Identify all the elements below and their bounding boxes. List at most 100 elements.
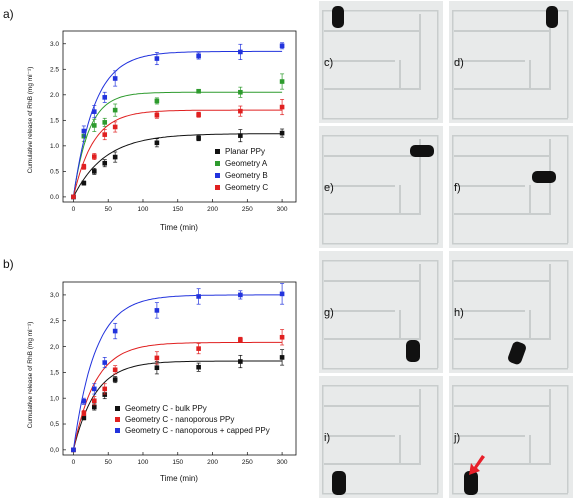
photo-panel-c: c)	[319, 1, 443, 123]
maze-wall	[454, 60, 525, 62]
x-tick-label-a: 150	[172, 206, 183, 213]
legend-label: Geometry B	[225, 171, 268, 180]
maze-wall	[324, 435, 395, 437]
maze-wall	[454, 213, 550, 215]
data-point	[196, 88, 201, 94]
data-point	[196, 135, 201, 141]
data-point	[279, 104, 285, 110]
data-point	[279, 43, 285, 49]
legend-marker	[215, 161, 220, 166]
maze-wall	[452, 260, 454, 368]
y-tick-label-b: 2,0	[50, 344, 59, 351]
chart-a: 0 50 100 150 200 250 300 0.0 0.5 1.0 1.5 2.0 2.5 3.0 P…	[50, 30, 297, 213]
data-point	[154, 98, 160, 104]
data-point	[81, 180, 87, 186]
data-point	[154, 308, 160, 313]
maze-wall	[322, 135, 438, 137]
legend-marker	[115, 428, 120, 433]
photo-panel-h: h)	[449, 251, 573, 373]
legend-marker	[215, 185, 220, 190]
maze-wall	[452, 385, 568, 387]
y-tick-label-a: 2.5	[50, 66, 59, 73]
maze-wall	[322, 118, 438, 120]
conductive-object	[464, 471, 478, 495]
data-point	[91, 404, 97, 410]
x-tick-label-a: 50	[105, 206, 113, 213]
maze-wall	[324, 338, 420, 340]
chart-b: 0 50 100 150 200 250 300 0,0 0,5 1,0 1,5 2,0 2,5 3,0 G…	[50, 281, 297, 466]
data-point	[196, 112, 201, 118]
photo-panel-e: e)	[319, 126, 443, 248]
legend-marker	[215, 149, 220, 154]
data-point	[91, 169, 97, 174]
legend-marker	[115, 417, 120, 422]
photo-label: h)	[454, 307, 464, 319]
data-point	[238, 133, 243, 138]
photo-label: g)	[324, 307, 334, 319]
data-point	[102, 95, 108, 100]
photo-label: i)	[324, 432, 330, 444]
photo-label: f)	[454, 182, 461, 194]
maze-wall	[419, 264, 421, 340]
legend-marker	[115, 406, 120, 411]
maze-wall	[454, 88, 550, 90]
x-tick-label-a: 300	[277, 206, 288, 213]
legend-label: Geometry C - bulk PPy	[125, 404, 207, 413]
data-point	[154, 56, 160, 61]
y-tick-label-b: 1,0	[50, 395, 59, 402]
y-tick-label-b: 3,0	[50, 292, 59, 299]
conductive-object	[532, 171, 556, 183]
photo-label: c)	[324, 57, 333, 69]
maze-wall	[452, 10, 454, 118]
maze-wall	[324, 280, 420, 282]
data-point	[112, 124, 118, 130]
y-tick-label-b: 2,5	[50, 318, 59, 325]
fit-curve-b-1	[72, 341, 283, 450]
data-point	[279, 79, 285, 84]
y-axis-label-a: Cumulative release of RhB (mg ml⁻¹)	[27, 67, 34, 174]
maze-wall	[529, 310, 531, 338]
legend-label: Geometry C	[225, 183, 268, 192]
data-point	[196, 53, 201, 59]
photo-label: j)	[453, 432, 460, 444]
maze-wall	[322, 10, 438, 12]
fit-curve-a-0	[72, 133, 283, 198]
x-tick-label-b: 100	[138, 459, 149, 466]
plot-frame-b	[62, 281, 297, 456]
data-point	[196, 364, 201, 370]
x-tick-label-a: 200	[207, 206, 218, 213]
y-tick-label-a: 1.0	[50, 143, 59, 150]
maze-wall	[567, 260, 569, 368]
photo-grid: c) d) e) f) g) h) i) j)	[319, 1, 573, 498]
x-tick-label-a: 0	[72, 206, 76, 213]
maze-wall	[452, 260, 568, 262]
x-tick-label-b: 300	[277, 459, 288, 466]
data-point	[81, 415, 87, 421]
data-point	[91, 154, 97, 159]
data-point	[196, 294, 201, 299]
maze-wall	[322, 368, 438, 370]
data-point	[238, 292, 243, 298]
y-tick-label-b: 0,0	[50, 447, 59, 454]
data-point	[238, 337, 243, 343]
panel-letter-b: b)	[3, 257, 14, 271]
photo-panel-g: g)	[319, 251, 443, 373]
maze-wall	[399, 60, 401, 88]
maze-wall	[452, 493, 568, 495]
data-point	[154, 112, 160, 118]
x-tick-label-b: 200	[207, 459, 218, 466]
x-tick-label-b: 250	[242, 459, 253, 466]
data-point	[102, 160, 108, 166]
maze-wall	[324, 30, 420, 32]
fit-curve-a-3	[72, 109, 283, 198]
data-point	[71, 447, 76, 453]
maze-wall	[454, 405, 550, 407]
data-point	[279, 291, 285, 297]
x-axis-label-b: Time (min)	[160, 474, 198, 483]
panel-letter-a: a)	[3, 7, 14, 21]
maze-wall	[452, 118, 568, 120]
maze-wall	[529, 185, 531, 213]
maze-wall	[549, 14, 551, 90]
fit-curve-b-0	[72, 360, 283, 450]
maze-wall	[419, 389, 421, 465]
